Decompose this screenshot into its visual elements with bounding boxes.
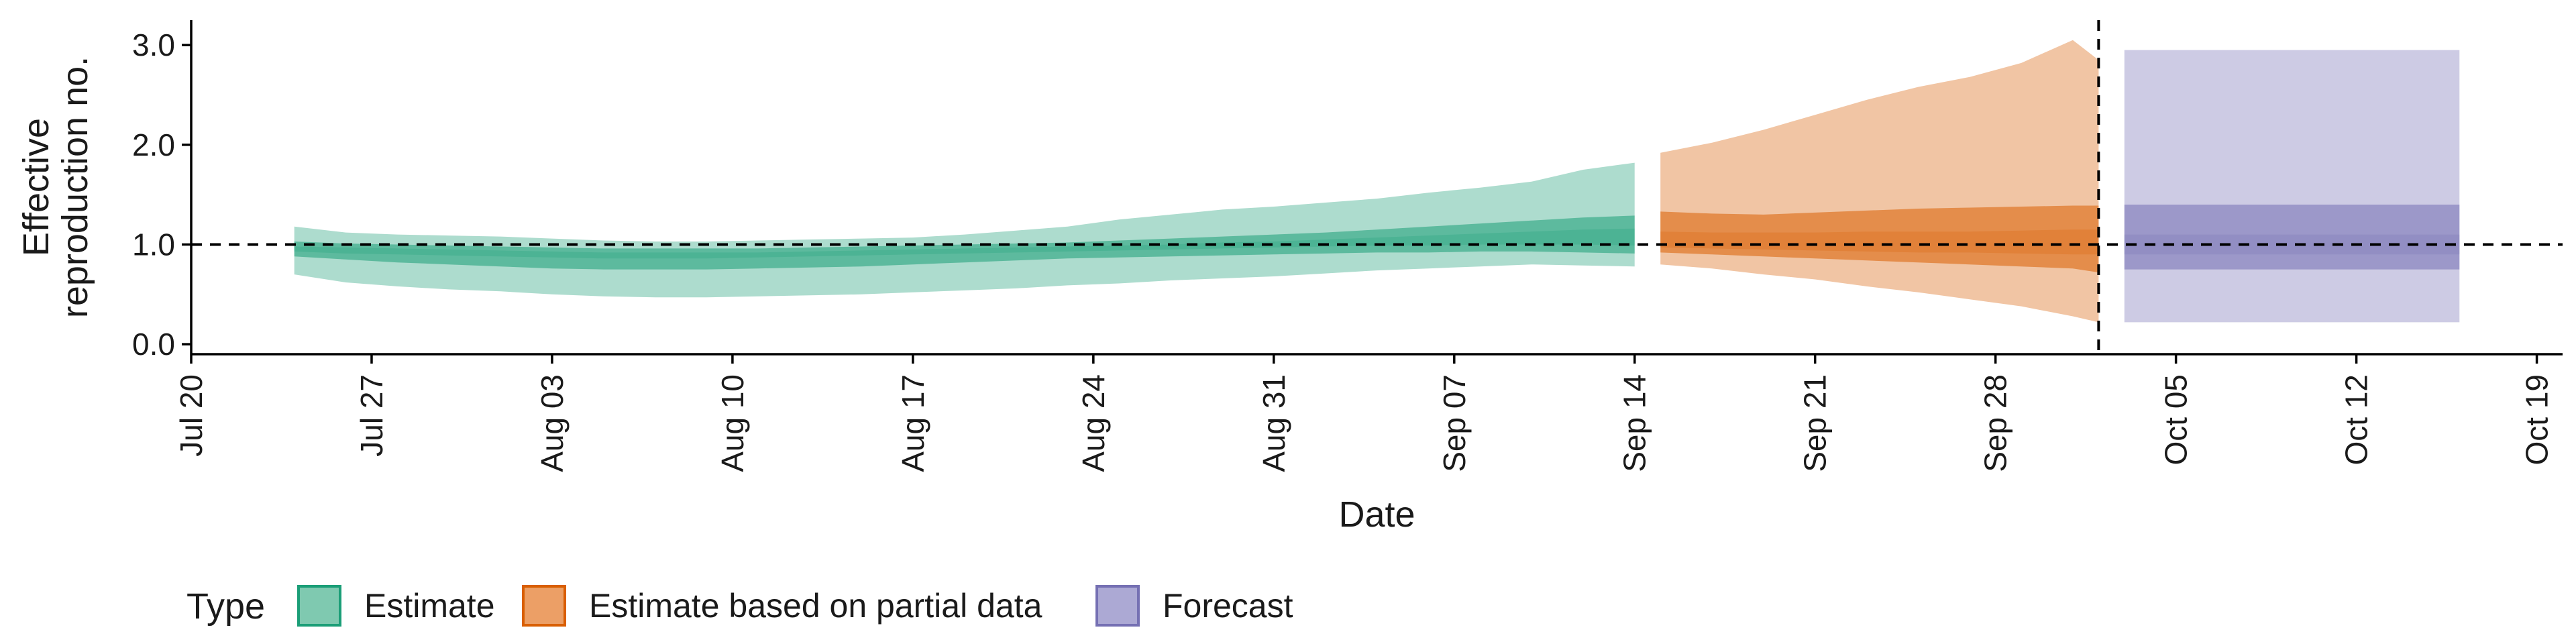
- axes: 0.0 1.0 2.0 3.0 Jul 20 Jul 27 Aug 03 Aug 10 Aug …: [132, 20, 2563, 472]
- legend: Type Estimate Estimate based on partial da…: [186, 585, 1293, 627]
- y-axis-label-line: Effective: [16, 118, 56, 256]
- estimate-based-on-partial-data-band-20: [1660, 229, 2099, 255]
- legend-label: Estimate: [364, 587, 495, 625]
- legend-item-estimate-based-on-partial-data: Estimate based on partial data: [522, 585, 1042, 627]
- legend-title: Type: [186, 586, 265, 627]
- estimate-band-20: [294, 228, 1635, 259]
- reference-lines: [191, 20, 2563, 354]
- x-tick-label: Sep 07: [1437, 374, 1472, 472]
- x-tick-label: Aug 03: [535, 374, 570, 472]
- legend-key: [1095, 585, 1140, 627]
- x-tick-label: Jul 27: [354, 374, 389, 457]
- x-tick-label: Aug 10: [715, 374, 750, 472]
- estimate-based-on-partial-data-band-90: [1660, 40, 2099, 323]
- x-tick-label: Sep 21: [1798, 374, 1833, 472]
- x-tick-label: Aug 31: [1256, 374, 1291, 472]
- x-tick-label: Oct 12: [2339, 374, 2374, 466]
- y-tick-label: 2.0: [132, 127, 175, 162]
- y-tick-label: 1.0: [132, 227, 175, 262]
- x-tick-label: Oct 05: [2159, 374, 2194, 466]
- forecast-band-20: [2124, 234, 2460, 255]
- legend-item-estimate: Estimate: [297, 585, 495, 627]
- estimate-based-on-partial-data-band-50: [1660, 205, 2099, 273]
- legend-item-forecast: Forecast: [1095, 585, 1293, 627]
- series-estimate: [294, 162, 1635, 298]
- x-tick-label: Aug 17: [896, 374, 930, 472]
- forecast-band-90: [2124, 50, 2460, 323]
- legend-key: [297, 585, 341, 627]
- x-tick-label: Sep 14: [1617, 374, 1652, 472]
- x-axis-label: Date: [1338, 494, 1415, 535]
- x-tick-label: Oct 19: [2520, 374, 2555, 466]
- y-axis-label-line: reproduction no.: [55, 56, 95, 318]
- x-tick-label: Jul 20: [174, 374, 209, 457]
- legend-label: Estimate based on partial data: [589, 587, 1042, 625]
- legend-key: [522, 585, 566, 627]
- series-forecast: [2124, 50, 2460, 323]
- y-tick-label: 3.0: [132, 28, 175, 62]
- forecast-band-50: [2124, 205, 2460, 270]
- legend-label: Forecast: [1163, 587, 1293, 625]
- estimate-band-50: [294, 215, 1635, 270]
- series-estimate-based-on-partial-data: [1660, 40, 2099, 323]
- x-tick-label: Aug 24: [1076, 374, 1111, 472]
- series-bands: [294, 40, 2460, 323]
- x-tick-label: Sep 28: [1978, 374, 2013, 472]
- y-tick-label: 0.0: [132, 327, 175, 362]
